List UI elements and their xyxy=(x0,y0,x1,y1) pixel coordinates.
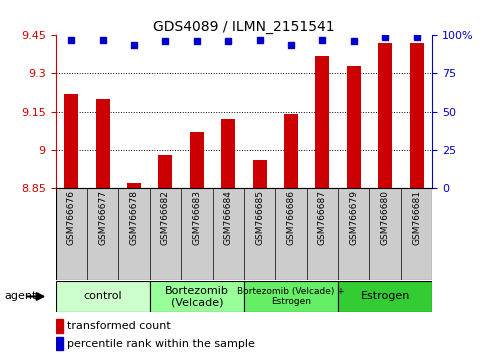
Bar xyxy=(244,281,338,312)
Bar xyxy=(64,94,78,188)
Bar xyxy=(221,119,235,188)
Title: GDS4089 / ILMN_2151541: GDS4089 / ILMN_2151541 xyxy=(153,21,335,34)
Text: GSM766684: GSM766684 xyxy=(224,190,233,245)
Text: control: control xyxy=(84,291,122,302)
Text: GSM766678: GSM766678 xyxy=(129,190,139,245)
Text: GSM766679: GSM766679 xyxy=(349,190,358,245)
Bar xyxy=(284,114,298,188)
Text: GSM766685: GSM766685 xyxy=(255,190,264,245)
Text: Estrogen: Estrogen xyxy=(360,291,410,302)
Bar xyxy=(127,183,141,188)
Bar xyxy=(56,281,150,312)
Bar xyxy=(158,155,172,188)
Text: GSM766687: GSM766687 xyxy=(318,190,327,245)
Text: GSM766680: GSM766680 xyxy=(381,190,390,245)
Bar xyxy=(347,66,361,188)
Text: GSM766682: GSM766682 xyxy=(161,190,170,245)
Bar xyxy=(253,160,267,188)
Bar xyxy=(96,99,110,188)
Bar xyxy=(56,337,63,350)
Text: GSM766676: GSM766676 xyxy=(67,190,76,245)
Bar xyxy=(338,281,432,312)
Text: GSM766677: GSM766677 xyxy=(98,190,107,245)
Bar xyxy=(315,56,329,188)
Bar xyxy=(378,43,392,188)
Text: Bortezomib
(Velcade): Bortezomib (Velcade) xyxy=(165,286,229,307)
Text: GSM766683: GSM766683 xyxy=(192,190,201,245)
Bar xyxy=(190,132,204,188)
Bar xyxy=(410,43,424,188)
Text: transformed count: transformed count xyxy=(67,321,171,331)
Bar xyxy=(150,281,244,312)
Text: GSM766686: GSM766686 xyxy=(286,190,296,245)
Text: Bortezomib (Velcade) +
Estrogen: Bortezomib (Velcade) + Estrogen xyxy=(237,287,345,306)
Text: agent: agent xyxy=(5,291,37,302)
Bar xyxy=(56,319,63,333)
Text: percentile rank within the sample: percentile rank within the sample xyxy=(67,339,255,349)
Text: GSM766681: GSM766681 xyxy=(412,190,421,245)
